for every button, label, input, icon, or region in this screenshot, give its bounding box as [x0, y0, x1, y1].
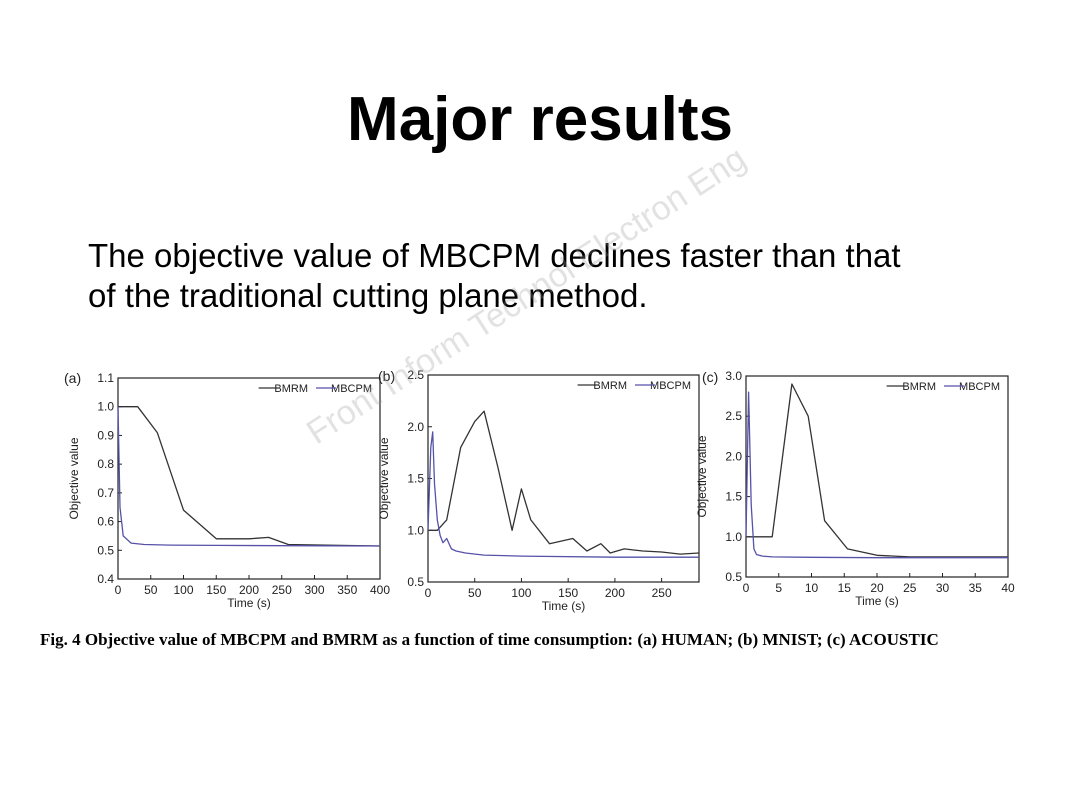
x-tick-label: 30	[936, 581, 950, 595]
y-tick-label: 2.0	[725, 449, 742, 463]
x-tick-label: 50	[468, 586, 482, 600]
y-tick-label: 1.5	[407, 472, 424, 486]
legend-label: MBCPM	[331, 383, 372, 395]
panel-label: (a)	[64, 370, 81, 386]
slide-title: Major results	[347, 85, 733, 154]
series-line-mbcpm	[117, 406, 381, 547]
x-tick-label: 200	[239, 583, 259, 597]
y-tick-label: 3.0	[725, 369, 742, 383]
x-tick-label: 250	[652, 586, 672, 600]
figure-charts: (a)0.40.50.60.70.80.91.01.10 50 100 150 200 2…	[64, 368, 1015, 613]
figure-caption: Fig. 4 Objective value of MBCPM and BMRM…	[40, 628, 1050, 651]
y-tick-label: 0.8	[97, 457, 114, 471]
series-line-bmrm	[428, 410, 700, 555]
y-axis-label: Objective value	[67, 437, 81, 519]
x-axis-label: Time (s)	[855, 594, 899, 608]
legend-label: MBCPM	[959, 381, 1000, 393]
x-tick-label: 0	[115, 583, 122, 597]
chart-panel-1: (a) 0.4 0.5 0.6 0.7 0.8 0.9 1.0 1.1 0 50 100 150 200 2…	[64, 370, 390, 610]
y-tick-label: 1.5	[725, 490, 742, 504]
legend-label: MBCPM	[650, 380, 691, 392]
y-axis-label: Objective value	[377, 437, 391, 519]
y-tick-label: 1.0	[407, 523, 424, 537]
body-line-2: of the traditional cutting plane method.	[88, 277, 648, 314]
x-tick-label: 100	[511, 586, 531, 600]
x-axis-label: Time (s)	[542, 599, 586, 613]
legend-label: BMRM	[902, 381, 936, 393]
x-tick-label: 350	[337, 583, 357, 597]
plot-frame	[745, 375, 1009, 578]
plot-frame	[427, 374, 700, 583]
x-tick-label: 300	[304, 583, 324, 597]
y-tick-label: 0.9	[97, 428, 114, 442]
y-tick-label: 0.5	[407, 575, 424, 589]
x-tick-label: 10	[805, 581, 819, 595]
x-axis-label: Time (s)	[227, 596, 271, 610]
y-axis-label: Objective value	[695, 435, 709, 517]
x-tick-label: 0	[425, 586, 432, 600]
y-tick-label: 1.1	[97, 371, 114, 385]
x-tick-label: 25	[903, 581, 917, 595]
y-tick-label: 2.5	[725, 409, 742, 423]
panel-label: (b)	[378, 368, 395, 384]
y-tick-label: 1.0	[97, 400, 114, 414]
y-tick-label: 0.5	[725, 570, 742, 584]
y-tick-label: 0.4	[97, 572, 114, 586]
figure-caption-text: Objective value of MBCPM and BMRM as a f…	[84, 630, 939, 649]
chart-panel-2: (b) 0.5 1.0 1.5 2.0 2.5 0 50 100 150 200 250 Time (s…	[377, 368, 700, 613]
x-tick-label: 150	[558, 586, 578, 600]
x-tick-label: 400	[370, 583, 390, 597]
chart-panel-3: (c) 0.5 1.0 1.5 2.0 2.5 3.0 0 5 10 15 20 25 30 35 40 Tim…	[695, 369, 1015, 608]
x-tick-label: 35	[969, 581, 983, 595]
x-tick-label: 0	[743, 581, 750, 595]
body-line-1: The objective value of MBCPM declines fa…	[88, 237, 901, 274]
x-tick-label: 20	[870, 581, 884, 595]
x-tick-label: 250	[272, 583, 292, 597]
y-tick-label: 2.0	[407, 420, 424, 434]
series-line-mbcpm	[745, 391, 1008, 559]
series-line-mbcpm	[427, 431, 699, 558]
panel-label: (c)	[702, 369, 718, 385]
figure-caption-label: Fig. 4	[40, 630, 81, 649]
series-line-bmrm	[746, 383, 1008, 558]
x-tick-label: 50	[144, 583, 158, 597]
x-tick-label: 15	[838, 581, 852, 595]
slide-body-text: The objective value of MBCPM declines fa…	[88, 236, 1048, 316]
x-tick-label: 100	[173, 583, 193, 597]
series-line-bmrm	[118, 406, 381, 547]
y-tick-label: 0.5	[97, 543, 114, 557]
legend-label: BMRM	[593, 380, 627, 392]
y-tick-label: 0.6	[97, 515, 114, 529]
y-tick-label: 2.5	[407, 368, 424, 382]
x-tick-label: 5	[775, 581, 782, 595]
x-tick-label: 150	[206, 583, 226, 597]
x-tick-label: 200	[605, 586, 625, 600]
y-tick-label: 1.0	[725, 530, 742, 544]
y-tick-label: 0.7	[97, 486, 114, 500]
x-tick-label: 40	[1001, 581, 1015, 595]
legend-label: BMRM	[274, 383, 308, 395]
